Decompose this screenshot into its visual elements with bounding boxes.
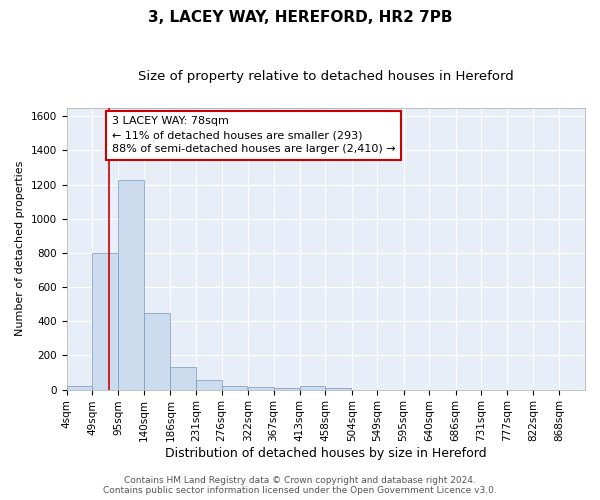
Title: Size of property relative to detached houses in Hereford: Size of property relative to detached ho… (138, 70, 514, 83)
Bar (248, 387, 274, 390)
Bar (325, 388, 351, 390)
Bar (67, 386, 92, 390)
Bar (221, 386, 247, 390)
Y-axis label: Number of detached properties: Number of detached properties (15, 161, 25, 336)
Bar (274, 388, 299, 390)
Bar (118, 180, 144, 390)
Text: 3, LACEY WAY, HEREFORD, HR2 7PB: 3, LACEY WAY, HEREFORD, HR2 7PB (148, 10, 452, 25)
Bar (170, 368, 196, 390)
Bar (144, 312, 170, 390)
Bar (300, 386, 325, 390)
X-axis label: Distribution of detached houses by size in Hereford: Distribution of detached houses by size … (165, 447, 487, 460)
Text: 3 LACEY WAY: 78sqm
← 11% of detached houses are smaller (293)
88% of semi-detach: 3 LACEY WAY: 78sqm ← 11% of detached hou… (112, 116, 395, 154)
Bar (92, 253, 118, 390)
Text: Contains HM Land Registry data © Crown copyright and database right 2024.
Contai: Contains HM Land Registry data © Crown c… (103, 476, 497, 495)
Bar (196, 380, 221, 390)
